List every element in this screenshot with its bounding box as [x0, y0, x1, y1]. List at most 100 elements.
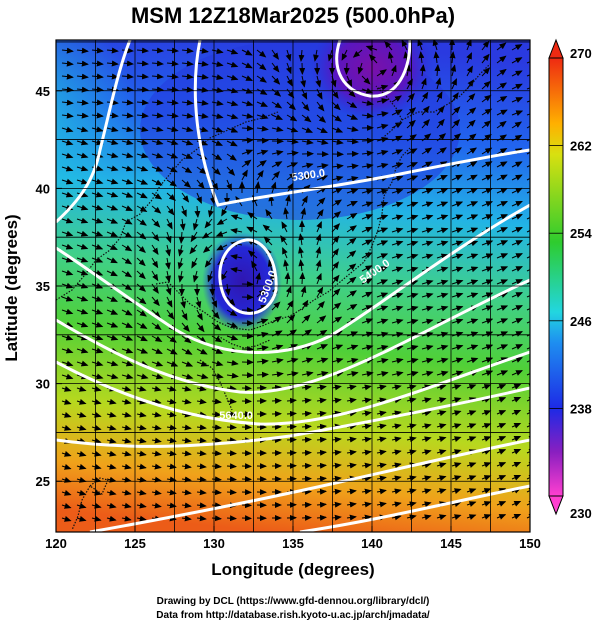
wind-arrow: [466, 331, 479, 338]
wind-arrow: [526, 409, 530, 416]
wind-arrow: [207, 270, 214, 283]
wind-arrow: [91, 126, 104, 133]
wind-arrow: [316, 501, 327, 508]
wind-arrow: [61, 60, 74, 67]
wind-arrow: [271, 371, 284, 378]
wind-arrow: [136, 165, 149, 172]
wind-arrow: [466, 147, 478, 155]
wind-arrow: [466, 65, 473, 77]
wind-arrow: [151, 411, 162, 418]
wind-arrow: [496, 227, 509, 233]
wind-arrow: [211, 411, 222, 418]
wind-arrow: [436, 410, 447, 417]
wind-arrow: [421, 449, 432, 456]
wind-arrow: [526, 177, 530, 181]
wind-arrow: [91, 385, 102, 392]
wind-arrow: [466, 174, 478, 181]
wind-arrow: [136, 335, 148, 342]
wind-arrow: [61, 360, 74, 367]
wind-arrow: [181, 437, 192, 444]
wind-arrow: [481, 67, 491, 77]
wind-arrow: [121, 296, 133, 303]
wind-arrow: [436, 384, 447, 391]
wind-arrow: [376, 318, 389, 325]
wind-arrow: [181, 450, 192, 457]
wind-arrow: [121, 437, 132, 444]
wind-arrow: [256, 113, 269, 120]
wind-arrow: [316, 344, 329, 350]
wind-arrow: [196, 476, 207, 483]
wind-arrow: [436, 344, 449, 351]
wind-arrow: [511, 461, 522, 468]
wind-arrow: [271, 75, 281, 85]
wind-arrow: [106, 165, 119, 172]
wind-arrow: [436, 279, 449, 286]
wind-arrow: [91, 424, 102, 431]
wind-arrow: [421, 357, 434, 364]
wind-arrow: [376, 266, 389, 272]
wind-arrow: [106, 373, 119, 380]
wind-arrow: [241, 49, 253, 56]
wind-arrow: [230, 254, 243, 260]
wind-arrow: [346, 303, 358, 311]
wind-arrow: [106, 360, 119, 367]
wind-arrow: [436, 188, 449, 194]
wind-arrow: [151, 270, 159, 282]
wind-arrow: [226, 489, 237, 496]
wind-arrow: [283, 207, 290, 220]
wind-arrow: [466, 279, 479, 286]
wind-arrow: [436, 214, 449, 221]
wind-arrow: [466, 344, 479, 351]
wind-arrow: [151, 463, 162, 470]
wind-arrow: [496, 501, 507, 507]
wind-arrow: [526, 148, 530, 155]
wind-arrow: [511, 187, 523, 194]
wind-arrow: [466, 214, 479, 220]
wind-arrow: [451, 106, 461, 116]
wind-arrow: [526, 256, 530, 259]
wind-arrow: [316, 436, 327, 443]
wind-arrow: [496, 240, 509, 246]
wind-arrow: [451, 253, 464, 260]
wind-arrow: [196, 179, 205, 190]
wind-arrow: [346, 126, 359, 132]
wind-arrow: [256, 101, 269, 107]
wind-arrow: [285, 194, 291, 207]
wind-arrow: [496, 187, 508, 194]
wind-arrow: [451, 78, 457, 90]
wind-arrow: [301, 101, 310, 112]
wind-arrow: [376, 305, 389, 312]
y-axis-label: Latitude (degrees): [2, 214, 21, 361]
wind-arrow: [241, 100, 254, 107]
wind-arrow: [136, 463, 147, 470]
wind-arrow: [361, 449, 372, 456]
wind-arrow: [466, 266, 479, 273]
wind-arrow: [511, 435, 522, 442]
wind-arrow: [526, 190, 530, 194]
wind-arrow: [121, 152, 134, 159]
wind-arrow: [346, 436, 357, 443]
wind-arrow: [226, 411, 237, 418]
wind-arrow: [286, 114, 298, 122]
wind-arrow: [511, 513, 522, 520]
wind-arrow: [121, 398, 132, 405]
wind-arrow: [241, 169, 248, 181]
wind-arrow: [315, 75, 322, 88]
wind-arrow: [196, 489, 207, 496]
wind-arrow: [61, 256, 74, 263]
wind-arrow: [207, 205, 214, 218]
wind-arrow: [151, 348, 163, 354]
wind-arrow: [331, 436, 342, 443]
wind-arrow: [451, 92, 459, 103]
wind-arrow: [166, 152, 179, 159]
wind-arrow: [196, 335, 207, 344]
wind-arrow: [121, 178, 134, 185]
wind-arrow: [316, 272, 322, 285]
wind-arrow: [76, 230, 89, 237]
wind-arrow: [376, 449, 387, 456]
wind-arrow: [136, 205, 148, 213]
wind-arrow: [361, 291, 373, 298]
wind-arrow: [121, 139, 134, 146]
wind-arrow: [421, 423, 432, 430]
wind-arrow: [241, 149, 254, 156]
